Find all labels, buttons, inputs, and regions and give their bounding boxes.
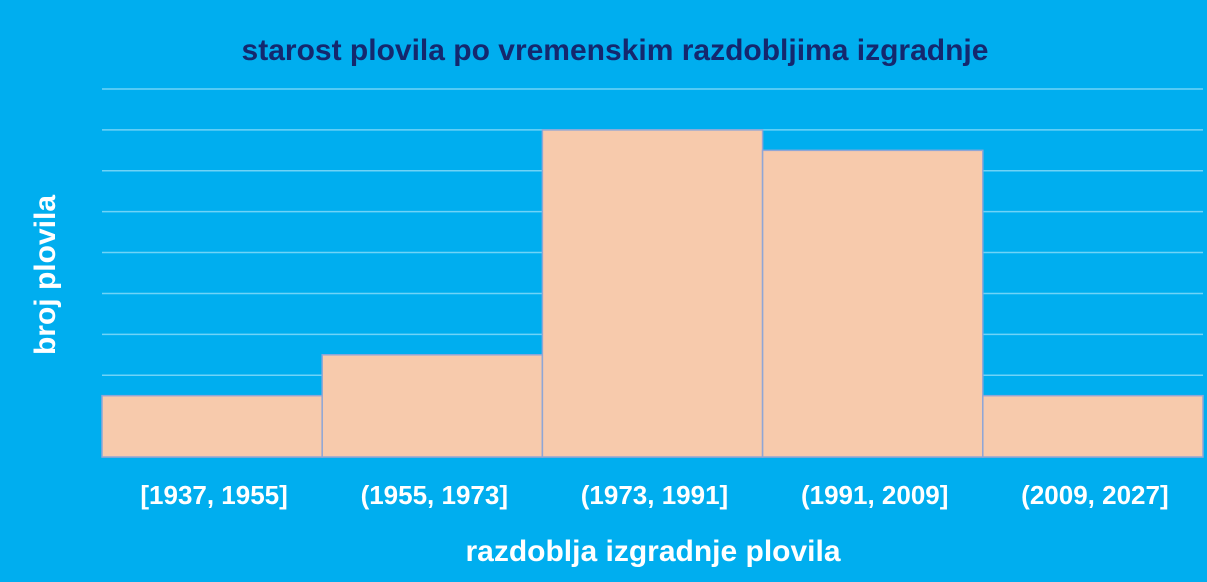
bar [541,129,764,458]
bar [321,354,544,458]
chart-title: starost plovila po vremenskim razdobljim… [242,34,989,67]
y-axis-label: broj plovila [29,195,62,355]
x-axis-label: razdoblja izgradnje plovila [465,535,840,568]
bar [101,394,323,458]
x-tick-label: (1973, 1991] [581,480,728,510]
x-tick-label: (1991, 2009] [801,480,948,510]
x-tick-label: (1955, 1973] [361,480,508,510]
bar [982,394,1204,458]
bar [761,149,984,458]
x-tick-label: [1937, 1955] [140,480,287,510]
x-tick-label: (2009, 2027] [1021,480,1168,510]
